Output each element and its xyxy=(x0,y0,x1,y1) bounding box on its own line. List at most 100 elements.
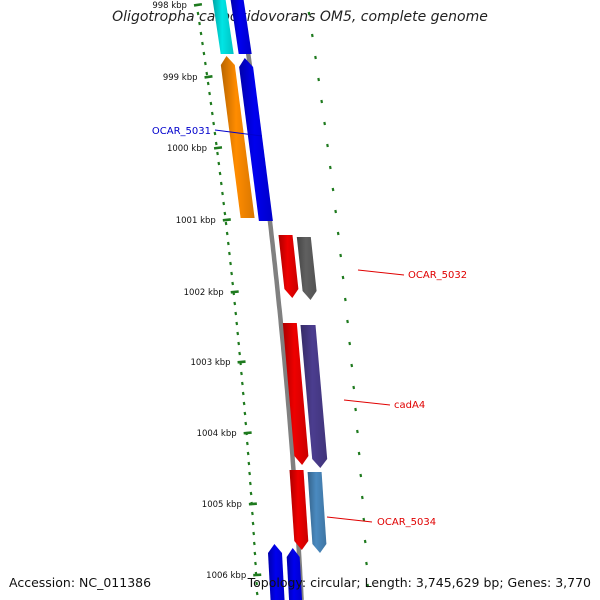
gene-block-g1[interactable] xyxy=(213,0,234,54)
tick-mark xyxy=(244,433,252,434)
ring-dot xyxy=(227,232,228,235)
ring-dot xyxy=(219,162,220,165)
ring-dot xyxy=(201,32,202,35)
ring-dot xyxy=(255,562,256,565)
tick-label: 1004 kbp xyxy=(197,429,237,439)
ring-dot xyxy=(252,512,253,515)
accession-text: Accession: NC_011386 xyxy=(9,575,151,590)
gene-label[interactable]: OCAR_5032 xyxy=(408,270,467,281)
ring-dot xyxy=(364,518,365,521)
tick-mark xyxy=(214,147,222,148)
genome-map[interactable]: 998 kbp 999 kbp 1000 kbp 1001 kbp 1002 kbp 10… xyxy=(0,0,600,600)
tick-label: 998 kbp xyxy=(152,1,187,11)
ring-dot xyxy=(225,212,226,215)
ring-dot xyxy=(333,188,334,191)
tick-mark xyxy=(194,4,202,5)
ring-dot xyxy=(249,462,250,465)
ring-dot xyxy=(235,312,236,315)
ring-dot xyxy=(226,222,227,225)
ring-dot xyxy=(360,474,361,477)
ring-dot xyxy=(257,592,258,595)
ring-dot xyxy=(238,342,239,345)
ring-dot xyxy=(229,252,230,255)
ring-dot xyxy=(243,392,244,395)
ring-dot xyxy=(250,482,251,485)
tick-mark xyxy=(231,291,239,292)
ring-dot xyxy=(236,322,237,325)
tick-mark xyxy=(238,362,246,363)
gene-block-g5[interactable] xyxy=(279,235,299,298)
ring-dot xyxy=(318,78,319,81)
tick-label: 1001 kbp xyxy=(176,216,216,226)
ring-dot xyxy=(217,152,218,155)
ring-dot xyxy=(204,52,205,55)
gene-label-leader xyxy=(327,517,372,522)
ring-dot xyxy=(345,298,346,301)
ring-dot xyxy=(324,122,325,125)
gene-block-g6[interactable] xyxy=(297,237,317,300)
ring-dot xyxy=(206,72,207,75)
tick-mark xyxy=(249,504,257,505)
ring-dot xyxy=(199,22,200,25)
gene-label[interactable]: OCAR_5031 xyxy=(152,126,211,137)
ring-dot xyxy=(247,442,248,445)
ring-dot xyxy=(202,42,203,45)
tick-label: 1002 kbp xyxy=(184,288,224,298)
ring-dot xyxy=(211,102,212,105)
ring-dot xyxy=(228,242,229,245)
ring-dot xyxy=(353,386,354,389)
ring-dot xyxy=(253,522,254,525)
ring-dot xyxy=(244,402,245,405)
ring-dot xyxy=(215,132,216,135)
ring-dot xyxy=(253,532,254,535)
ring-dot xyxy=(321,100,322,103)
ring-dot xyxy=(330,166,331,169)
gene-block-g10[interactable] xyxy=(308,472,327,553)
ring-dot xyxy=(212,112,213,115)
gene-block-g9[interactable] xyxy=(290,470,309,550)
ring-dot xyxy=(351,364,352,367)
ring-dot xyxy=(241,372,242,375)
ring-dot xyxy=(234,302,235,305)
ring-dot xyxy=(340,254,341,257)
ring-dot xyxy=(254,542,255,545)
ring-dot xyxy=(213,122,214,125)
tick-label: 1005 kbp xyxy=(202,500,242,510)
ring-dot xyxy=(232,282,233,285)
tick-label: 1000 kbp xyxy=(167,144,207,154)
ring-dot xyxy=(198,12,199,15)
ring-dot xyxy=(327,144,328,147)
ring-dot xyxy=(221,182,222,185)
ring-dot xyxy=(239,352,240,355)
ring-dot xyxy=(208,82,209,85)
gene-block-g11[interactable] xyxy=(268,544,285,600)
gene-block-g2[interactable] xyxy=(231,0,252,54)
ring-dot xyxy=(366,562,367,565)
ring-dot xyxy=(365,540,366,543)
tick-label: 999 kbp xyxy=(163,73,198,83)
ring-dot xyxy=(312,34,313,37)
ring-dot xyxy=(343,276,344,279)
ring-dot xyxy=(231,272,232,275)
ring-dot xyxy=(359,452,360,455)
ring-dot xyxy=(251,492,252,495)
ring-dot xyxy=(216,142,217,145)
ring-dot xyxy=(255,552,256,555)
ring-dot xyxy=(248,452,249,455)
ring-dot xyxy=(245,412,246,415)
ring-dot xyxy=(355,408,356,411)
gene-label[interactable]: OCAR_5034 xyxy=(377,517,436,528)
ring-dot xyxy=(335,210,336,213)
ring-dot xyxy=(357,430,358,433)
ring-dot xyxy=(249,472,250,475)
gene-label-leader xyxy=(344,400,390,405)
gene-label[interactable]: cadA4 xyxy=(394,400,425,411)
ring-dot xyxy=(349,342,350,345)
genome-summary-text: Topology: circular; Length: 3,745,629 bp… xyxy=(248,575,591,590)
ring-dot xyxy=(309,12,310,15)
ring-dot xyxy=(242,382,243,385)
gene-features[interactable] xyxy=(213,0,328,600)
ring-dot xyxy=(220,172,221,175)
gene-label-leader xyxy=(358,270,404,275)
ring-dot xyxy=(222,192,223,195)
